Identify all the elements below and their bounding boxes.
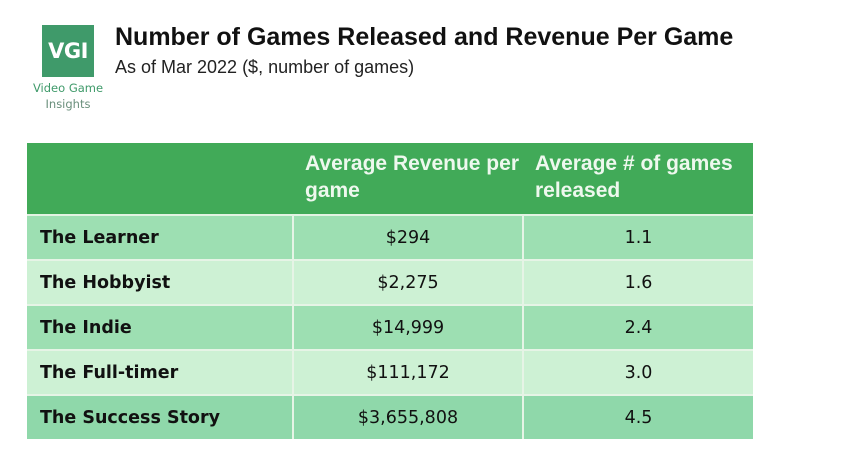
revenue-cell: $2,275 — [293, 260, 524, 306]
logo: VGI — [42, 25, 94, 77]
table-header-row: Average Revenue per game Average # of ga… — [27, 143, 753, 216]
revenue-cell: $111,172 — [293, 350, 524, 396]
page-subtitle: As of Mar 2022 ($, number of games) — [115, 57, 415, 77]
column-header-games: Average # of games released — [523, 143, 753, 216]
logo-text: VGI — [48, 39, 88, 63]
data-table: Average Revenue per game Average # of ga… — [27, 143, 753, 439]
table-row: The Full-timer $111,172 3.0 — [27, 350, 753, 396]
page-title: Number of Games Released and Revenue Per… — [115, 23, 734, 51]
games-cell: 1.6 — [523, 260, 753, 306]
column-header-label — [27, 143, 293, 216]
games-cell: 2.4 — [523, 305, 753, 351]
revenue-cell: $14,999 — [293, 305, 524, 351]
table-row: The Success Story $3,655,808 4.5 — [27, 395, 753, 439]
row-label: The Indie — [27, 305, 294, 351]
revenue-cell: $3,655,808 — [293, 395, 524, 439]
row-label: The Hobbyist — [27, 260, 294, 306]
column-header-revenue: Average Revenue per game — [293, 143, 523, 216]
table-row: The Indie $14,999 2.4 — [27, 305, 753, 351]
logo-caption-line2: Insights — [45, 97, 91, 111]
row-label: The Full-timer — [27, 350, 294, 396]
games-cell: 4.5 — [523, 395, 753, 439]
revenue-cell: $294 — [293, 215, 524, 261]
row-label: The Learner — [27, 215, 294, 261]
table-row: The Hobbyist $2,275 1.6 — [27, 260, 753, 306]
games-cell: 3.0 — [523, 350, 753, 396]
row-label: The Success Story — [27, 395, 294, 439]
games-cell: 1.1 — [523, 215, 753, 261]
logo-caption-line1: Video Game — [32, 81, 104, 95]
logo-caption: Video Game Insights — [22, 80, 114, 112]
table-row: The Learner $294 1.1 — [27, 215, 753, 261]
